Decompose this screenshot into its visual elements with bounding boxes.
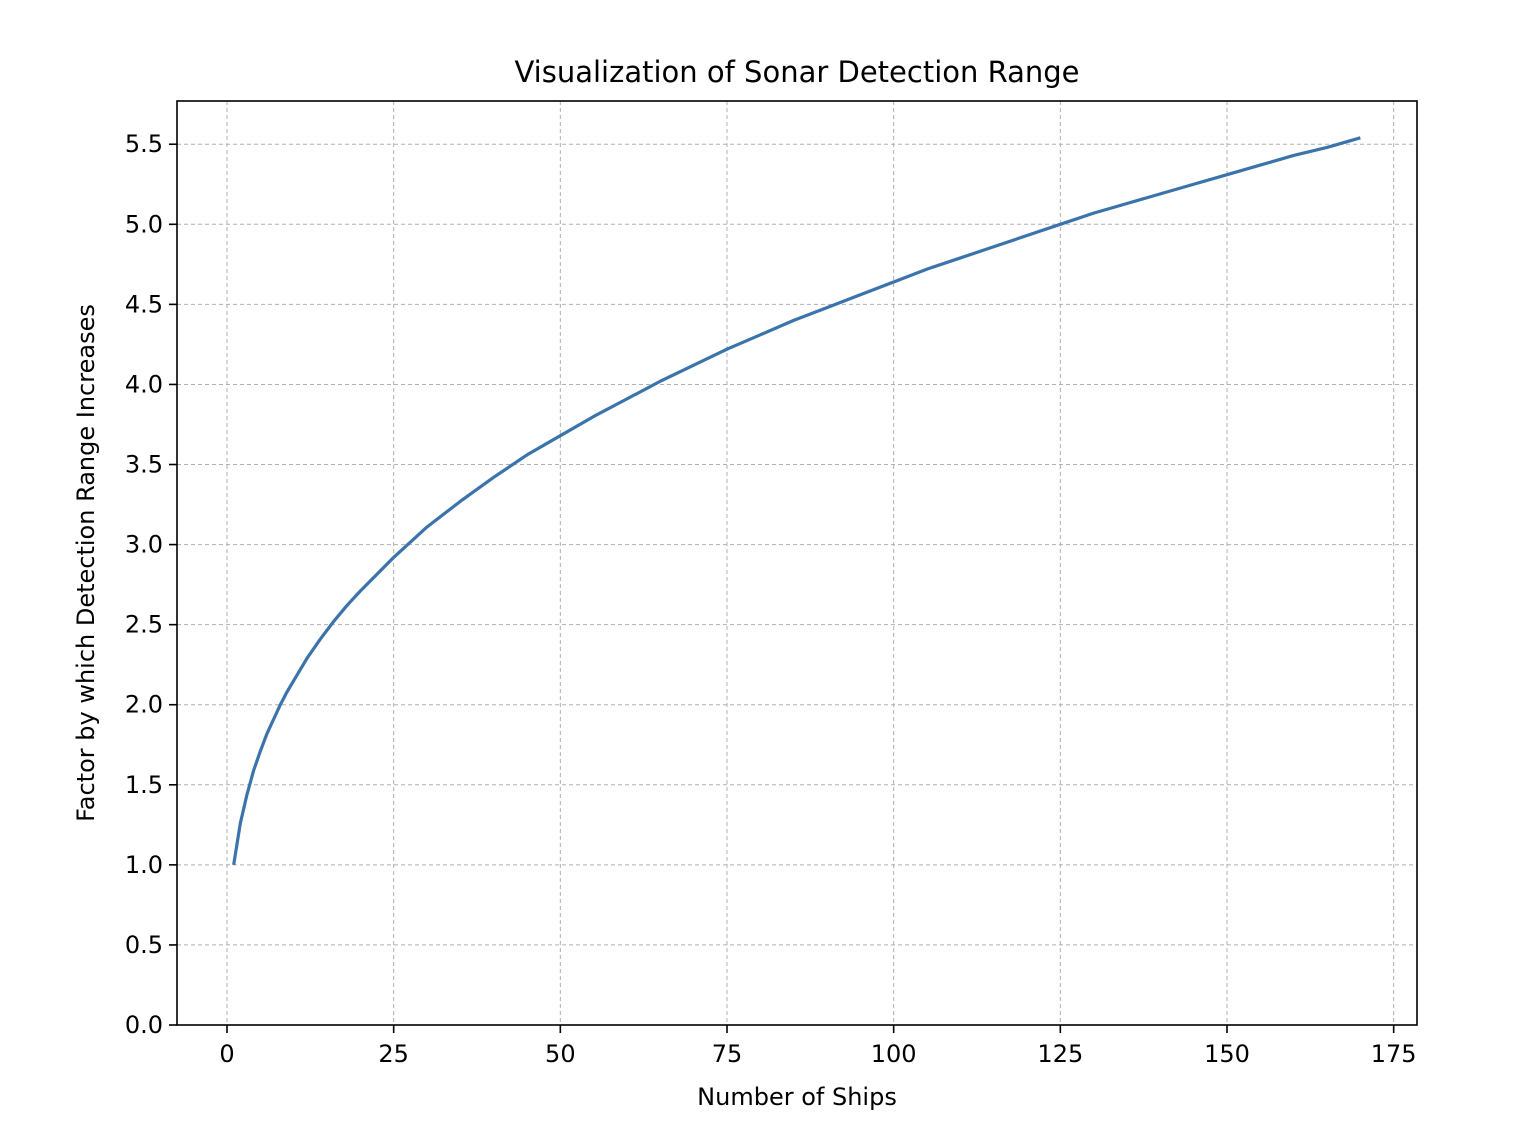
x-tick-label: 100: [871, 1040, 917, 1068]
y-tick-label: 5.5: [125, 130, 163, 158]
y-axis-label: Factor by which Detection Range Increase…: [72, 304, 100, 822]
y-axis-ticks: 0.0 0.5 1.0 1.5 2.0 2.5 3.0 3.5 4.0 4.5 5.0 5.5: [125, 130, 177, 1039]
y-tick-label: 2.0: [125, 691, 163, 719]
x-tick-label: 175: [1371, 1040, 1417, 1068]
x-axis-ticks: 0 25 50 75 100 125 150 175: [219, 1025, 1417, 1068]
grid: [177, 101, 1417, 1026]
axes-frame: [176, 100, 1418, 1026]
y-tick-label: 4.0: [125, 370, 163, 398]
y-tick-label: 4.5: [125, 290, 163, 318]
series-line: [232, 136, 1361, 866]
x-tick-label: 150: [1204, 1040, 1250, 1068]
x-tick-label: 0: [219, 1040, 234, 1068]
series-layer: [232, 136, 1361, 866]
chart-title: Visualization of Sonar Detection Range: [514, 55, 1079, 89]
y-tick-label: 5.0: [125, 210, 163, 238]
x-tick-label: 25: [378, 1040, 409, 1068]
y-tick-label: 3.5: [125, 451, 163, 479]
x-tick-label: 125: [1037, 1040, 1083, 1068]
y-tick-label: 0.5: [125, 931, 163, 959]
y-tick-label: 2.5: [125, 611, 163, 639]
y-tick-label: 0.0: [125, 1011, 163, 1039]
x-tick-label: 50: [545, 1040, 576, 1068]
x-axis-label: Number of Ships: [697, 1083, 897, 1111]
x-tick-label: 75: [712, 1040, 743, 1068]
y-tick-label: 3.0: [125, 531, 163, 559]
y-tick-label: 1.5: [125, 771, 163, 799]
y-tick-label: 1.0: [125, 851, 163, 879]
